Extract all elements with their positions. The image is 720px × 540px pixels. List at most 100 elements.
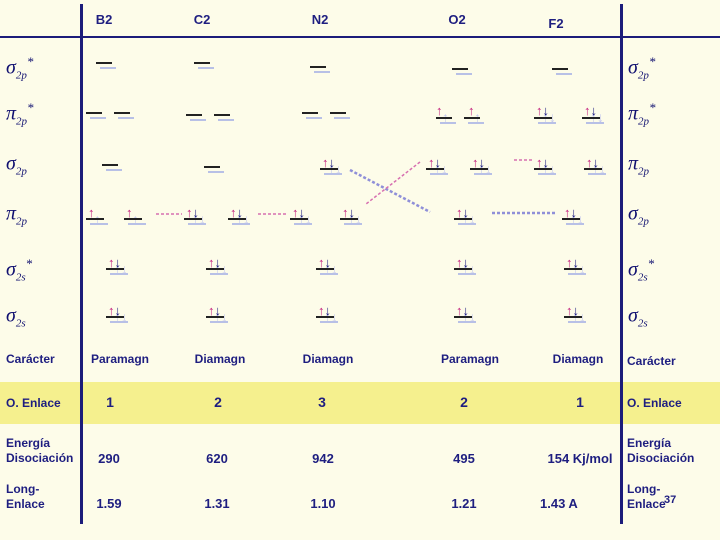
- orbital-label-right-sigma-2p-star: σ2p*: [628, 54, 656, 82]
- orbital-label-right-pi-2p-star: π2p*: [628, 100, 656, 128]
- level-o2-pi2p-a: [426, 168, 444, 170]
- label-length-line1: Long-: [6, 482, 40, 496]
- label-length-right-line2: Enlace: [627, 497, 666, 511]
- spin-down-arrow: ↓: [572, 255, 580, 270]
- left-divider: [80, 4, 83, 524]
- electrons-n2-sigma2s: ↑↓: [318, 304, 331, 318]
- caracter-c2: Diamagn: [194, 352, 246, 366]
- level-c2-pi2p-b: [228, 218, 246, 220]
- electrons-n2-sigma2s-star: ↑↓: [318, 256, 331, 270]
- spin-down-arrow: ↓: [592, 155, 600, 170]
- spin-up-arrow: ↑: [456, 205, 463, 220]
- spin-up-arrow: ↑: [566, 255, 573, 270]
- electrons-b2-sigma2s: ↑↓: [108, 304, 121, 318]
- level-b2-pi2p-star-a-shadow: [90, 117, 106, 119]
- level-c2-sigma2p-shadow: [208, 171, 224, 173]
- level-b2-sigma2p: [102, 164, 118, 166]
- orbital-label-right-sigma-2p: σ2p: [628, 202, 649, 228]
- electrons-c2-pi2p-a: ↑↓: [186, 206, 199, 220]
- energy-f2: 154 Kj/mol: [547, 451, 613, 466]
- spin-up-arrow: ↑: [456, 255, 463, 270]
- spin-down-arrow: ↓: [478, 155, 486, 170]
- spin-up-arrow: ↑: [208, 255, 215, 270]
- level-n2-sigma2p-shadow: [324, 173, 342, 175]
- level-c2-sigma2s-shadow: [210, 321, 228, 323]
- electrons-c2-pi2p-b: ↑↓: [230, 206, 243, 220]
- spin-down-arrow: ↓: [590, 103, 598, 118]
- spin-down-arrow: ↓: [324, 255, 332, 270]
- bond-order-f2: 1: [576, 394, 584, 410]
- electrons-o2-sigma2p: ↑↓: [456, 206, 469, 220]
- caracter-b2: Paramagn: [90, 352, 150, 366]
- energy-o2: 495: [453, 451, 475, 466]
- level-f2-sigma2s-star-shadow: [568, 273, 586, 275]
- electrons-n2-pi2p-a: ↑↓: [292, 206, 305, 220]
- level-o2-sigma2s-shadow: [458, 321, 476, 323]
- electrons-o2-pi2p-star-b: ↑: [468, 104, 475, 118]
- bond-order-n2: 3: [318, 394, 326, 410]
- level-f2-sigma2p-star-shadow: [556, 73, 572, 75]
- spin-up-arrow: ↑: [292, 205, 299, 220]
- electrons-o2-pi2p-a: ↑↓: [428, 156, 441, 170]
- level-f2-sigma2s-star: [564, 268, 582, 270]
- level-o2-sigma2p-shadow: [458, 223, 476, 225]
- orbital-label-right-sigma-2s-star: σ2s*: [628, 256, 655, 284]
- level-o2-pi2p-b: [470, 168, 488, 170]
- spin-up-arrow: ↑: [342, 205, 349, 220]
- level-n2-pi2p-a: [290, 218, 308, 220]
- level-c2-pi2p-star-a: [186, 114, 202, 116]
- label-caracter-right: Carácter: [627, 354, 676, 368]
- electrons-f2-sigma2s: ↑↓: [566, 304, 579, 318]
- electrons-o2-sigma2s-star: ↑↓: [456, 256, 469, 270]
- level-c2-pi2p-b-shadow: [232, 223, 250, 225]
- crossover-line-up: [365, 161, 421, 205]
- level-n2-pi2p-star-a-shadow: [306, 117, 322, 119]
- level-b2-sigma2s-star: [106, 268, 124, 270]
- level-n2-sigma2s: [316, 316, 334, 318]
- length-b2: 1.59: [96, 496, 122, 511]
- level-b2-sigma2p-star: [96, 62, 112, 64]
- spin-down-arrow: ↓: [298, 205, 306, 220]
- spin-down-arrow: ↓: [462, 205, 470, 220]
- level-n2-sigma2p-star: [310, 66, 326, 68]
- level-f2-sigma2p-star: [552, 68, 568, 70]
- bond-order-b2: 1: [106, 394, 114, 410]
- orbital-label-pi-2p-star: π2p*: [6, 100, 34, 128]
- spin-up-arrow: ↑: [186, 205, 193, 220]
- spin-down-arrow: ↓: [192, 205, 200, 220]
- level-f2-pi2p-star-b-shadow: [586, 122, 604, 124]
- level-c2-sigma2s: [206, 316, 224, 318]
- level-f2-sigma2p: [562, 218, 580, 220]
- level-b2-pi2p-star-a: [86, 112, 102, 114]
- level-f2-sigma2p-shadow: [566, 223, 584, 225]
- level-c2-sigma2s-star: [206, 268, 224, 270]
- level-o2-sigma2p-star: [452, 68, 468, 70]
- level-b2-sigma2s: [106, 316, 124, 318]
- label-energy-right-line2: Disociación: [627, 451, 695, 465]
- level-o2-sigma2p-star-shadow: [456, 73, 472, 75]
- level-o2-pi2p-star-a-shadow: [440, 122, 456, 124]
- level-c2-sigma2p-star-shadow: [198, 67, 214, 69]
- level-n2-pi2p-star-b-shadow: [334, 117, 350, 119]
- orbital-label-sigma-2p-star: σ2p*: [6, 54, 34, 82]
- electrons-b2-pi2p-a: ↑: [88, 206, 95, 220]
- level-c2-pi2p-a: [184, 218, 202, 220]
- col-header-o2: O2: [448, 12, 466, 27]
- level-f2-pi2p-a-shadow: [538, 173, 556, 175]
- energy-c2: 620: [206, 451, 228, 466]
- label-energy: Energía Disociación: [6, 436, 73, 466]
- electrons-f2-sigma2p: ↑↓: [564, 206, 577, 220]
- spin-up-arrow: ↑: [318, 303, 325, 318]
- electrons-b2-pi2p-b: ↑: [126, 206, 133, 220]
- header-divider: [0, 36, 720, 38]
- electrons-f2-pi2p-a: ↑↓: [536, 156, 549, 170]
- level-f2-pi2p-star-a: [534, 117, 552, 119]
- orbital-label-sigma-2s: σ2s: [6, 304, 26, 330]
- level-b2-pi2p-star-b-shadow: [118, 117, 134, 119]
- orbital-label-sigma-2s-star: σ2s*: [6, 256, 33, 284]
- level-c2-sigma2s-star-shadow: [210, 273, 228, 275]
- level-o2-sigma2s-star-shadow: [458, 273, 476, 275]
- page-number: 37: [664, 494, 677, 506]
- label-energy-right: Energía Disociación: [627, 436, 694, 466]
